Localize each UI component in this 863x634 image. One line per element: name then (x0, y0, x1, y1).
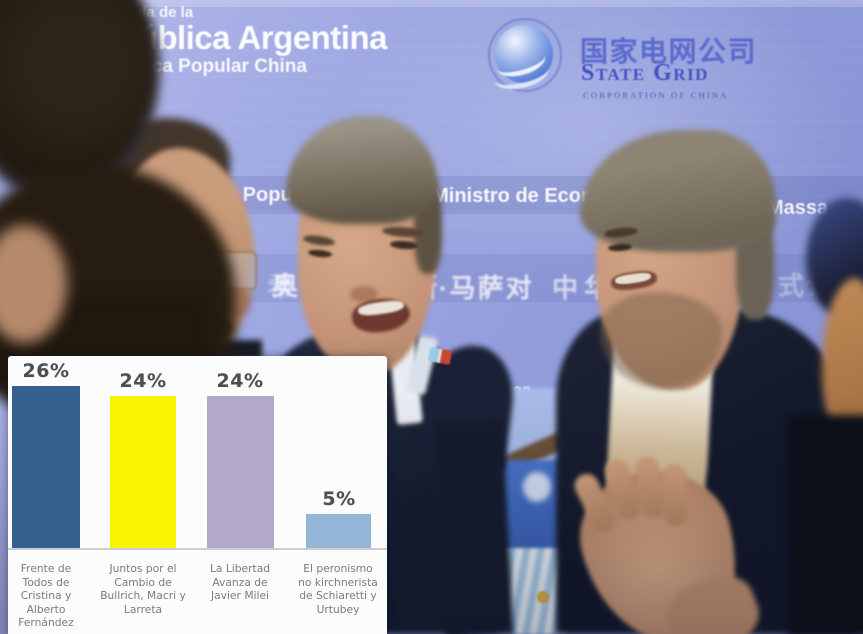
banner-chinese-ao: 奥 (272, 271, 299, 301)
category-label-libertad: La Libertad Avanza de Javier Milei (190, 562, 290, 603)
label-line: Avanza de (212, 575, 268, 589)
x-axis-line (8, 548, 387, 550)
pct-label-libertad: 24% (216, 370, 264, 392)
banner-strip-massa-fragment: Massa (767, 197, 829, 219)
maximo-hand-finger (661, 463, 689, 527)
label-line: El peronismo (303, 562, 373, 575)
category-label-peronismo: El peronismo no kirchnerista de Schiaret… (288, 562, 388, 616)
banner-republica-popular-china-text: ública Popular China (118, 56, 307, 77)
pct-label-peronismo: 5% (322, 488, 356, 510)
category-label-frente: Frente de Todos de Cristina y Alberto Fe… (0, 562, 96, 630)
label-line: Urtubey (316, 602, 360, 616)
label-line: Todos de (22, 575, 70, 589)
maximo-beard-stubble (600, 292, 722, 388)
bar-frente-de-todos (12, 386, 80, 548)
gap-highlight (523, 472, 551, 502)
bar-juntos-por-el-cambio (110, 396, 176, 548)
label-line: Javier Milei (210, 589, 270, 602)
banner-top-strip (0, 0, 863, 7)
globe-icon (495, 25, 553, 83)
flag-sun-icon (537, 591, 549, 603)
category-label-juntos: Juntos por el Cambio de Bullrich, Macri … (93, 562, 193, 616)
right-edge-person-body (788, 415, 863, 634)
banner-strip-ministro-fragment: l Ministro de Econ (421, 185, 594, 207)
massa-suit-arm (434, 418, 514, 634)
label-line: La Libertad (209, 562, 271, 575)
banner-republic-argentina-text: pública Argentina (118, 19, 387, 56)
state-grid-chinese-name: 国家电网公司 (580, 36, 758, 67)
globe-ring-icon (488, 18, 562, 92)
label-line: de Schiaretti y (299, 589, 377, 602)
label-line: Alberto (26, 602, 66, 616)
label-line: Cristina y (20, 589, 72, 602)
label-line: no kirchnerista (298, 575, 378, 589)
state-grid-logo (486, 14, 564, 102)
person-back-of-head-skin (0, 225, 67, 343)
label-line: Larreta (123, 602, 163, 616)
label-line: Bullrich, Macri y (100, 589, 186, 602)
bar-la-libertad-avanza (207, 396, 274, 548)
massa-nose-shadow (350, 286, 378, 302)
label-line: Juntos por el (109, 562, 177, 575)
bar-peronismo-no-k (306, 514, 371, 548)
pct-label-juntos: 24% (119, 370, 167, 392)
state-grid-english-name: State Grid (581, 60, 709, 86)
pct-label-frente: 26% (22, 360, 70, 382)
label-line: Frente de (20, 562, 72, 575)
state-grid-subtitle: CORPORATION OF CHINA (583, 90, 729, 100)
label-line: Cambio de (114, 575, 172, 589)
poll-chart-panel: 26% 24% 24% 5% Frente de Todos de Cristi… (8, 356, 387, 634)
label-line: Fernández (18, 616, 74, 629)
